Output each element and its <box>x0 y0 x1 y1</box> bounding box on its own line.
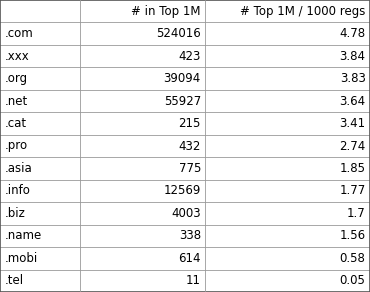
Text: .xxx: .xxx <box>4 50 29 63</box>
Text: 0.05: 0.05 <box>340 274 366 287</box>
Text: 1.85: 1.85 <box>340 162 366 175</box>
Text: .name: .name <box>4 229 42 242</box>
Text: 1.77: 1.77 <box>339 185 366 197</box>
Text: .info: .info <box>4 185 30 197</box>
Text: 4.78: 4.78 <box>339 27 366 40</box>
Text: .cat: .cat <box>4 117 27 130</box>
Text: .pro: .pro <box>4 140 28 152</box>
Text: 215: 215 <box>179 117 201 130</box>
Text: # in Top 1M: # in Top 1M <box>131 5 201 18</box>
Text: .net: .net <box>4 95 28 107</box>
Text: 3.41: 3.41 <box>339 117 366 130</box>
Text: 614: 614 <box>178 252 201 265</box>
Text: 524016: 524016 <box>156 27 201 40</box>
Text: 11: 11 <box>186 274 201 287</box>
Text: 1.56: 1.56 <box>339 229 366 242</box>
Text: 12569: 12569 <box>164 185 201 197</box>
Text: 2.74: 2.74 <box>339 140 366 152</box>
Text: .biz: .biz <box>4 207 25 220</box>
Text: .com: .com <box>4 27 33 40</box>
Text: 39094: 39094 <box>164 72 201 85</box>
Text: 775: 775 <box>179 162 201 175</box>
Text: 1.7: 1.7 <box>347 207 366 220</box>
Text: 338: 338 <box>179 229 201 242</box>
Text: .tel: .tel <box>4 274 24 287</box>
Text: # Top 1M / 1000 regs: # Top 1M / 1000 regs <box>240 5 366 18</box>
Text: 3.83: 3.83 <box>340 72 366 85</box>
Text: .asia: .asia <box>4 162 32 175</box>
Text: 423: 423 <box>179 50 201 63</box>
Text: 432: 432 <box>179 140 201 152</box>
Text: 0.58: 0.58 <box>340 252 366 265</box>
Text: 3.84: 3.84 <box>340 50 366 63</box>
Text: 3.64: 3.64 <box>339 95 366 107</box>
Text: 4003: 4003 <box>171 207 201 220</box>
Text: .org: .org <box>4 72 28 85</box>
Text: 55927: 55927 <box>164 95 201 107</box>
Text: .mobi: .mobi <box>4 252 38 265</box>
